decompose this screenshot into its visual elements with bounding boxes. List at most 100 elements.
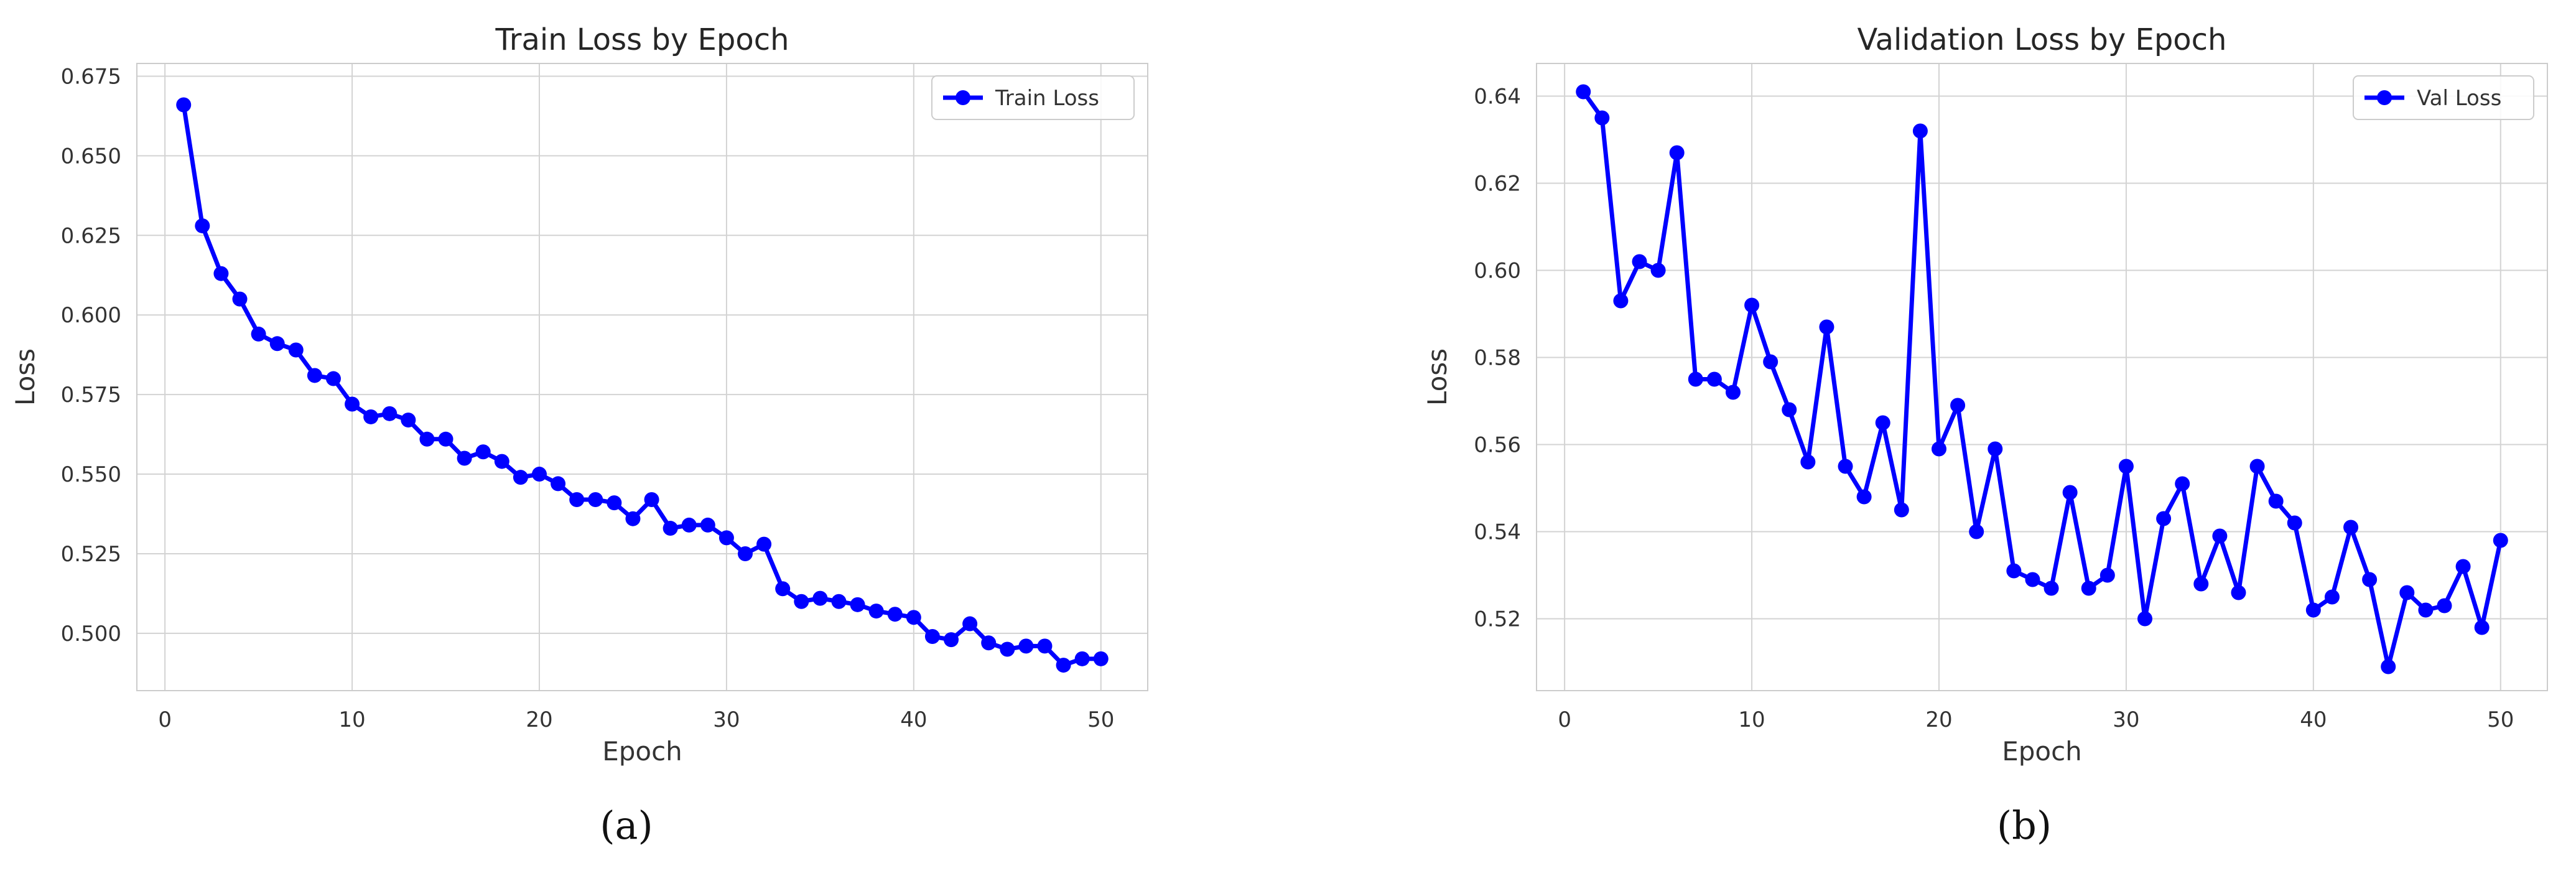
x-tick-label: 0 — [158, 707, 172, 732]
caption-b: (b) — [1996, 803, 2052, 848]
data-point — [1931, 441, 1946, 457]
data-point — [663, 521, 678, 536]
data-point — [981, 635, 997, 651]
y-tick-label: 0.625 — [61, 223, 121, 248]
data-point — [2324, 589, 2340, 605]
plot-frame — [1536, 63, 2548, 691]
data-point — [1688, 371, 1703, 387]
data-point — [251, 326, 266, 342]
plot-area — [1537, 63, 2547, 691]
data-point — [1594, 110, 1610, 126]
data-point — [2287, 515, 2302, 531]
data-point — [176, 97, 192, 113]
data-point — [868, 604, 884, 619]
x-axis-label: Epoch — [602, 736, 682, 767]
data-point — [2231, 585, 2246, 600]
data-point — [738, 546, 753, 561]
data-point — [494, 454, 509, 469]
data-point — [1650, 263, 1666, 278]
chart-title: Train Loss by Epoch — [495, 22, 789, 57]
x-tick-label: 10 — [338, 707, 365, 732]
data-point — [1000, 641, 1015, 657]
data-point — [775, 581, 791, 597]
caption-a: (a) — [600, 803, 653, 848]
y-tick-label: 0.56 — [1474, 433, 1521, 458]
y-tick-label: 0.52 — [1474, 607, 1521, 632]
data-point — [2399, 585, 2415, 600]
y-axis-label: Loss — [10, 348, 40, 406]
data-point — [1969, 524, 1984, 539]
data-point — [232, 291, 248, 307]
legend-marker — [2377, 90, 2392, 105]
data-point — [1800, 454, 1816, 470]
data-point — [2137, 611, 2153, 627]
data-point — [1856, 489, 1872, 505]
y-tick-label: 0.650 — [61, 144, 121, 169]
data-point — [401, 413, 416, 428]
data-point — [1950, 398, 1966, 413]
data-point — [831, 594, 847, 609]
x-tick-label: 40 — [2300, 707, 2327, 732]
data-point — [588, 492, 603, 507]
chart-title: Validation Loss by Epoch — [1858, 22, 2227, 57]
data-point — [438, 431, 453, 447]
plot-frame — [136, 63, 1148, 691]
x-tick-label: 40 — [900, 707, 927, 732]
legend-label: Train Loss — [995, 86, 1099, 111]
data-point — [569, 492, 585, 507]
y-tick-label: 0.500 — [61, 622, 121, 646]
y-tick-label: 0.550 — [61, 462, 121, 487]
data-point — [1632, 254, 1647, 269]
data-point — [2343, 520, 2359, 535]
data-point — [2025, 572, 2040, 587]
legend-marker — [956, 90, 970, 105]
legend-label: Val Loss — [2417, 86, 2501, 111]
data-point — [887, 607, 903, 622]
y-tick-label: 0.525 — [61, 542, 121, 567]
data-point — [288, 342, 304, 358]
data-point — [607, 495, 622, 511]
data-point — [1875, 415, 1890, 431]
data-point — [2156, 511, 2172, 526]
data-point — [944, 632, 959, 648]
data-point — [2175, 476, 2190, 492]
data-point — [475, 444, 491, 460]
data-point — [345, 396, 360, 412]
data-point — [625, 511, 641, 526]
data-point — [269, 336, 285, 352]
data-point — [1074, 651, 1090, 666]
data-point — [1819, 319, 1834, 335]
data-point — [513, 470, 528, 485]
data-point — [363, 409, 379, 424]
data-point — [2099, 567, 2115, 583]
data-point — [382, 406, 398, 421]
data-point — [1725, 385, 1741, 400]
data-point — [2493, 533, 2508, 548]
y-tick-label: 0.60 — [1474, 259, 1521, 284]
data-point — [906, 610, 921, 625]
data-point — [1912, 123, 1928, 139]
data-point — [1669, 145, 1685, 161]
y-tick-label: 0.54 — [1474, 520, 1521, 545]
x-tick-label: 50 — [1087, 707, 1114, 732]
data-point — [812, 590, 828, 606]
data-point — [1988, 441, 2003, 457]
data-point — [924, 629, 940, 645]
data-point — [1894, 502, 1909, 518]
x-tick-label: 20 — [526, 707, 552, 732]
data-point — [2212, 528, 2228, 544]
data-point — [1056, 658, 1071, 673]
data-point — [1706, 371, 1722, 387]
data-point — [1018, 638, 1034, 654]
data-point — [307, 368, 322, 383]
data-point — [2362, 572, 2378, 587]
x-tick-label: 50 — [2487, 707, 2514, 732]
data-point — [700, 517, 715, 533]
x-tick-label: 0 — [1558, 707, 1571, 732]
validation-loss-chart: 0 10 20 30 40 50 0.52 0.54 0.56 0.58 0.60 0.62 0.64 V… — [1422, 22, 2548, 767]
data-point — [1576, 84, 1591, 100]
data-point — [2437, 598, 2452, 613]
data-point — [2381, 659, 2396, 674]
legend-box — [2353, 75, 2534, 120]
